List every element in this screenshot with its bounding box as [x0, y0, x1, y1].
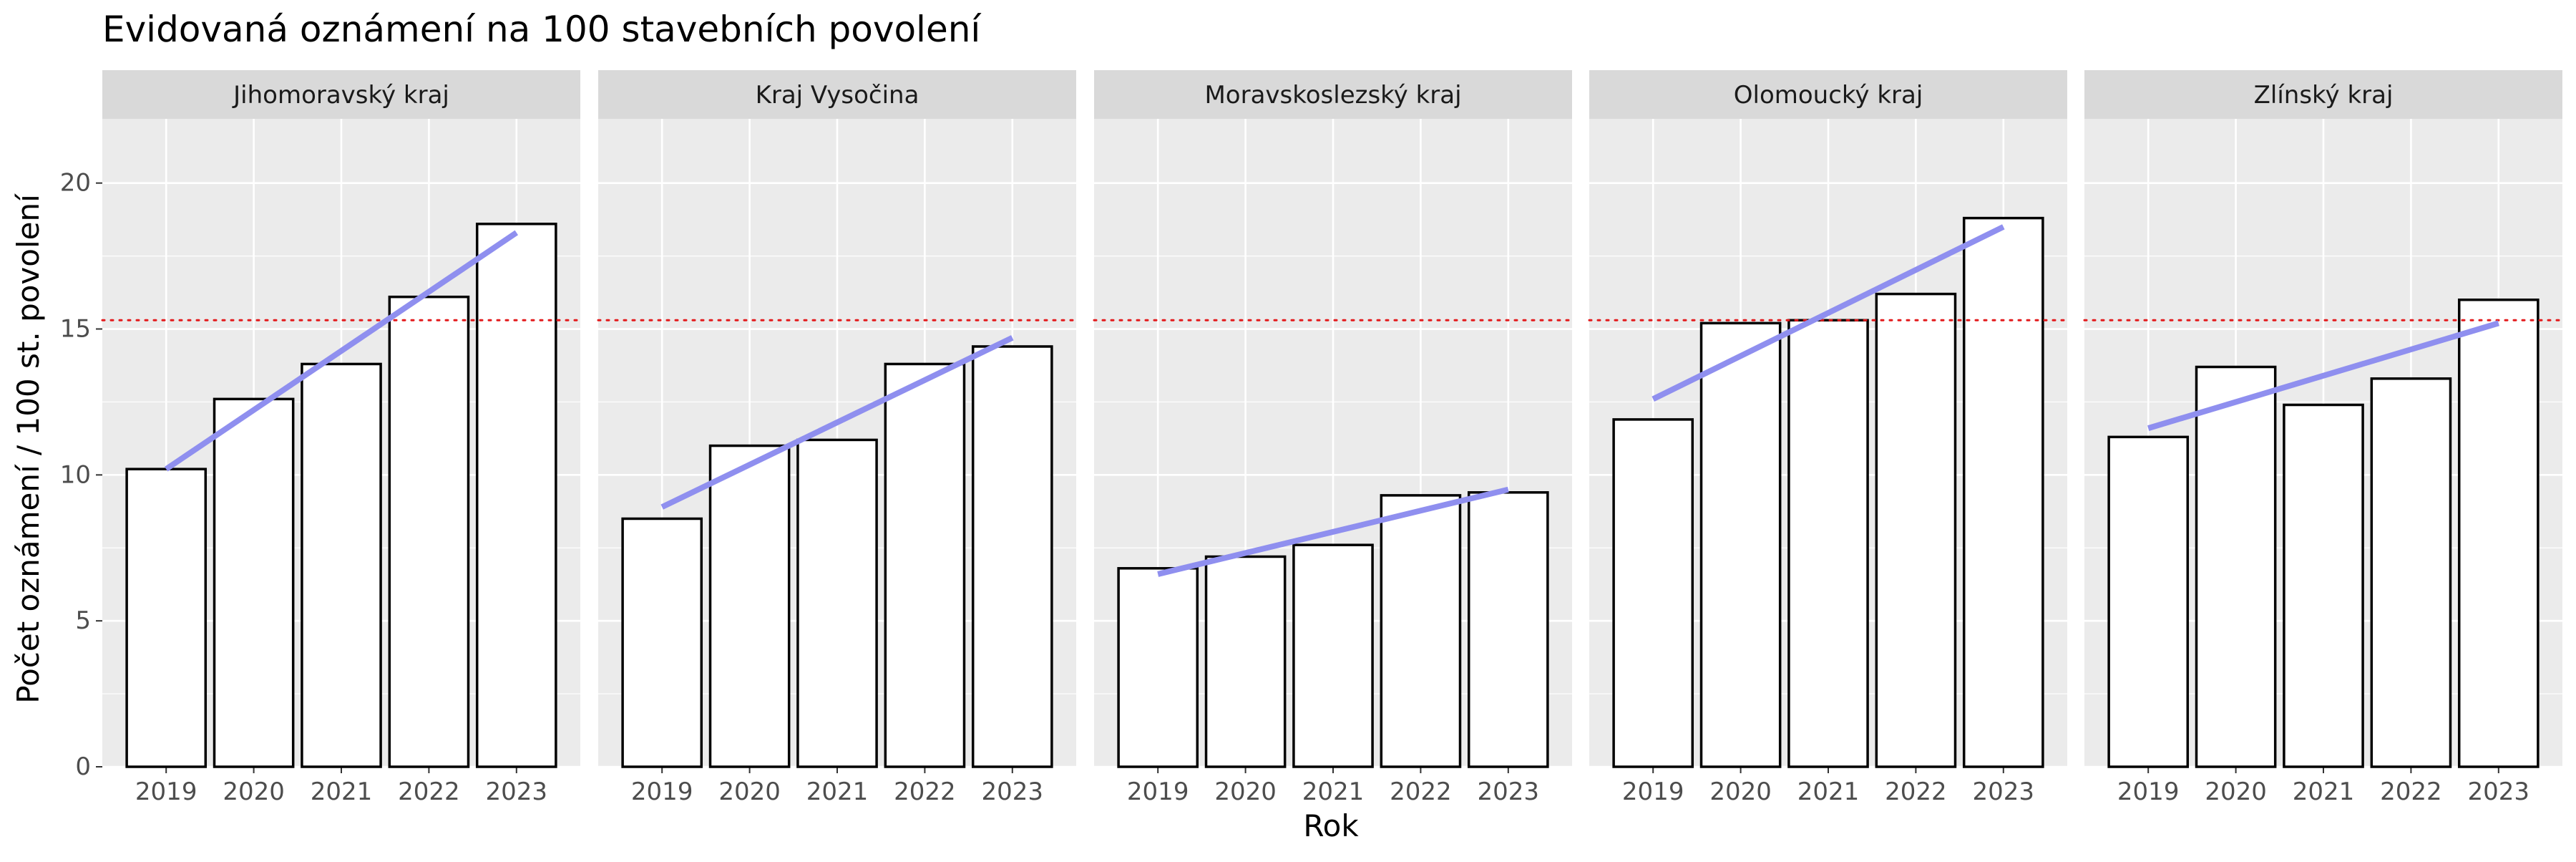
bar: [2370, 377, 2452, 768]
x-tick-label: 2021: [806, 778, 869, 806]
y-tick-label: 5: [75, 606, 91, 635]
panels-layer: 0 5 10 15 20 Jihomoravský kraj 2019 2020 2021 202…: [60, 70, 2564, 806]
facet-strip: [1589, 70, 2067, 119]
trend-line: [164, 230, 519, 472]
bar: [796, 438, 878, 768]
x-tick-label: 2022: [2380, 778, 2442, 806]
y-tick-label: 10: [60, 460, 91, 489]
trend-line: [1157, 486, 1509, 577]
y-tick-label: 15: [60, 315, 91, 344]
bar: [1467, 491, 1549, 768]
bar: [1117, 567, 1199, 768]
x-tick-label: 2020: [1214, 778, 1277, 806]
bar: [1204, 555, 1287, 768]
bar: [1962, 216, 2044, 768]
x-tick-label: 2020: [2205, 778, 2267, 806]
y-axis-label: Počet oznámení / 100 st. povolení: [11, 193, 46, 704]
bar: [1612, 418, 1694, 768]
facet-panel: Zlínský kraj 2019 2020 2021 2022 2023: [2083, 70, 2564, 806]
chart-title: Evidovaná oznámení na 100 stavebních pov…: [102, 9, 982, 50]
trend-line: [660, 335, 1014, 510]
bar: [125, 468, 208, 768]
x-tick-label: 2021: [1302, 778, 1365, 806]
x-tick-label: 2022: [894, 778, 956, 806]
x-tick-label: 2023: [1478, 778, 1540, 806]
x-tick-label: 2020: [1709, 778, 1772, 806]
bar: [2457, 298, 2540, 768]
facet-strip-label: Zlínský kraj: [2254, 81, 2394, 110]
x-tick-label: 2019: [1127, 778, 1189, 806]
facet-panel: Kraj Vysočina 2019 2020 2021 2022 2023: [597, 70, 1078, 806]
bar: [388, 295, 470, 768]
x-tick-label: 2020: [718, 778, 781, 806]
facet-strip-label: Kraj Vysočina: [756, 81, 919, 110]
trend-line: [2147, 320, 2499, 431]
x-tick-label: 2022: [398, 778, 460, 806]
bar: [213, 397, 295, 768]
x-tick-label: 2023: [982, 778, 1044, 806]
facet-strip-label: Olomoucký kraj: [1734, 81, 1923, 110]
x-axis-label: Rok: [1303, 808, 1359, 843]
x-tick-label: 2023: [486, 778, 548, 806]
x-tick-label: 2019: [2117, 778, 2180, 806]
facet-panel: Jihomoravský kraj 2019 2020 2021 2022 2023: [101, 70, 582, 806]
x-tick-label: 2022: [1390, 778, 1452, 806]
bar: [2107, 435, 2190, 768]
bar: [2195, 365, 2277, 768]
y-tick-label: 0: [75, 752, 91, 781]
bar: [301, 362, 382, 768]
facet-strip: [1094, 70, 1572, 119]
y-tick-label: 20: [60, 169, 91, 198]
bar: [971, 345, 1053, 768]
x-tick-label: 2023: [2468, 778, 2530, 806]
bar: [475, 223, 557, 768]
bar: [2283, 403, 2364, 768]
bar: [1787, 319, 1869, 768]
facet-strip: [2084, 70, 2562, 119]
bar: [1699, 321, 1782, 768]
x-tick-label: 2020: [223, 778, 285, 806]
bar: [1292, 543, 1374, 768]
x-tick-label: 2023: [1973, 778, 2035, 806]
bar: [621, 517, 703, 768]
bar: [1380, 494, 1462, 768]
facet-strip: [102, 70, 580, 119]
facet-panel: Olomoucký kraj 2019 2020 2021 2022 2023: [1588, 70, 2069, 806]
x-tick-label: 2019: [631, 778, 693, 806]
bar: [884, 362, 966, 768]
x-tick-label: 2021: [311, 778, 373, 806]
x-tick-label: 2022: [1885, 778, 1947, 806]
bar: [708, 444, 791, 768]
bar: [1875, 292, 1957, 768]
x-tick-label: 2019: [135, 778, 197, 806]
x-tick-label: 2021: [1797, 778, 1860, 806]
x-tick-label: 2021: [2293, 778, 2355, 806]
facet-strip-label: Moravskoslezský kraj: [1204, 81, 1461, 110]
x-tick-label: 2019: [1622, 778, 1684, 806]
facet-strip: [598, 70, 1076, 119]
facet-panel: Moravskoslezský kraj 2019 2020 2021 2022 2023: [1093, 70, 1574, 806]
facet-strip-label: Jihomoravský kraj: [232, 81, 449, 110]
trend-line: [1652, 224, 2005, 402]
